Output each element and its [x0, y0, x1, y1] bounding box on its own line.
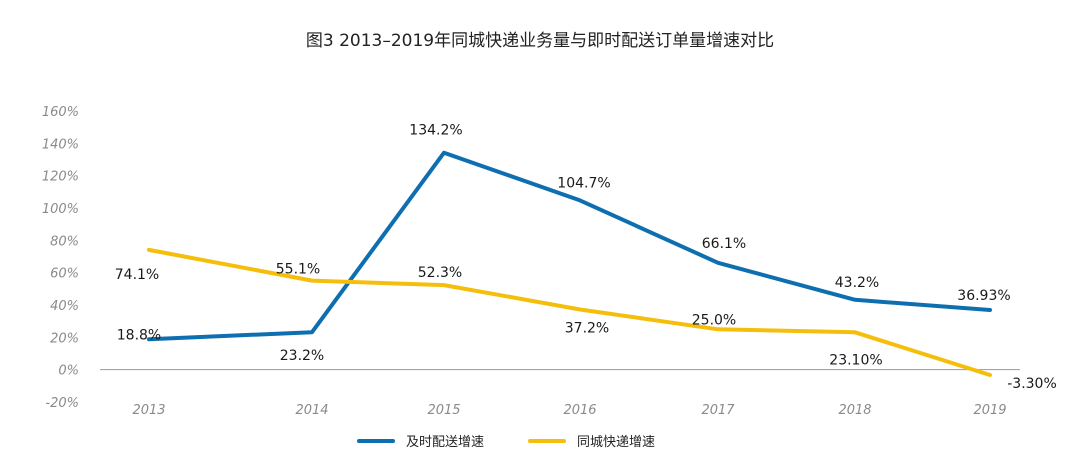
y-tick-label: 80%: [50, 234, 79, 249]
data-label: 52.3%: [418, 265, 462, 281]
data-label: 43.2%: [835, 275, 879, 291]
legend-label-0: 及时配送增速: [406, 435, 484, 450]
data-label: 55.1%: [276, 262, 320, 278]
legend: 及时配送增速 同城快递增速: [357, 435, 655, 450]
y-tick-label: 0%: [58, 364, 79, 379]
y-tick-label: -20%: [45, 396, 79, 411]
x-axis: 2013 2014 2015 2016 2017 2018 2019: [132, 403, 1006, 418]
y-tick-label: 160%: [42, 105, 79, 120]
y-tick-label: 60%: [50, 267, 79, 282]
y-tick-label: 20%: [50, 331, 79, 346]
legend-label-1: 同城快递增速: [577, 435, 655, 450]
data-label: 36.93%: [957, 288, 1010, 304]
data-label: 74.1%: [115, 267, 159, 283]
data-label: 25.0%: [692, 312, 736, 328]
y-tick-label: 120%: [42, 170, 79, 185]
data-label: 66.1%: [702, 236, 746, 252]
series-lines: [147, 150, 992, 377]
y-axis: -20% 0% 20% 40% 60% 80% 100% 120% 140% 160%: [42, 105, 1020, 411]
x-tick-label: 2013: [132, 403, 165, 418]
data-label: 134.2%: [409, 123, 462, 139]
data-label: 18.8%: [117, 327, 161, 343]
data-label: -3.30%: [1007, 376, 1057, 392]
x-tick-label: 2014: [295, 403, 328, 418]
x-tick-label: 2018: [838, 403, 871, 418]
y-tick-label: 140%: [42, 137, 79, 152]
data-labels: 18.8% 23.2% 134.2% 104.7% 66.1% 43.2% 36.93% 74…: [115, 123, 1057, 392]
series-line-0: [147, 150, 992, 342]
x-tick-label: 2015: [427, 403, 460, 418]
x-tick-label: 2017: [701, 403, 735, 418]
chart-title: 图3 2013–2019年同城快递业务量与即时配送订单量增速对比: [306, 31, 774, 51]
data-label: 104.7%: [557, 175, 610, 191]
y-tick-label: 100%: [42, 202, 79, 217]
y-tick-label: 40%: [50, 299, 79, 314]
data-label: 23.10%: [829, 352, 882, 368]
data-label: 37.2%: [565, 321, 609, 337]
x-tick-label: 2016: [563, 403, 596, 418]
series-line-1: [147, 247, 992, 377]
data-label: 23.2%: [280, 348, 324, 364]
x-tick-label: 2019: [973, 403, 1006, 418]
